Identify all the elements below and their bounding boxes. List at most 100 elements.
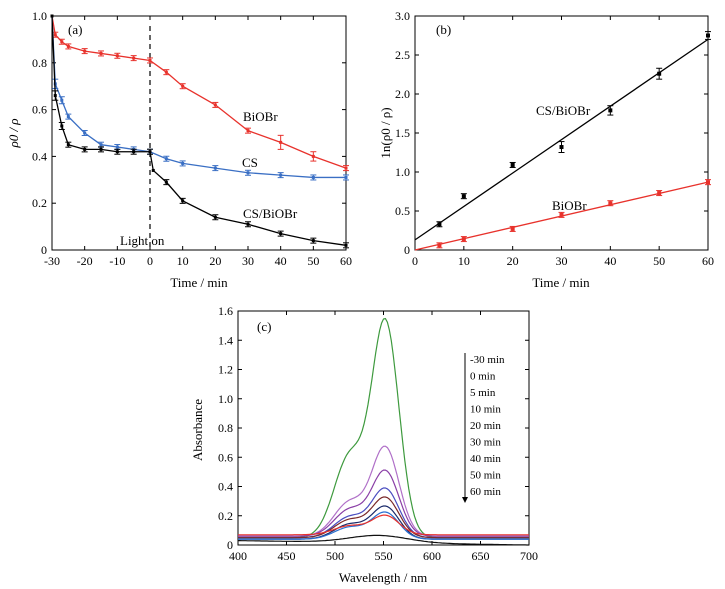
panel-a: (a) -30 -20 -10 0 10 20 30 40 50 60 0 0.2 0.4 0.6 0.8… — [6, 9, 352, 290]
x-tick-label: 700 — [520, 549, 538, 563]
x-tick-label: 0 — [147, 254, 153, 268]
series-line-cs — [51, 15, 346, 179]
x-tick-label: 550 — [375, 549, 393, 563]
y-tick-label: 1.0 — [218, 392, 233, 406]
y-tick-label: 0.2 — [218, 509, 233, 523]
data-point-cs-biobr — [50, 14, 54, 18]
data-point-cs-biobr — [181, 199, 185, 203]
x-tick-label: 500 — [326, 549, 344, 563]
data-point-biobr — [246, 129, 250, 133]
data-point-cs-biobr — [53, 94, 57, 98]
data-point-cs — [344, 175, 348, 179]
data-point-biobr — [132, 56, 136, 60]
data-point-cs-biobr — [151, 168, 155, 172]
y-tick-label: 0 — [41, 243, 47, 257]
data-point-biobr — [510, 226, 515, 231]
y-tick-label: 0.5 — [395, 204, 410, 218]
x-tick-label: 10 — [177, 254, 189, 268]
data-point-cs — [246, 171, 250, 175]
x-tick-label: 0 — [412, 254, 418, 268]
data-point-cs-biobr — [608, 108, 613, 113]
data-point-biobr — [213, 103, 217, 107]
data-point-cs-biobr — [437, 222, 442, 227]
spectrum-5-min — [238, 469, 529, 537]
data-point-cs-biobr — [115, 150, 119, 154]
panel-a-yticks: 0 0.2 0.4 0.6 0.8 1.0 — [32, 9, 346, 257]
x-tick-label: -30 — [44, 254, 60, 268]
panel-c-xticks: 400 450 500 550 600 650 700 — [229, 311, 538, 563]
data-point-biobr — [437, 243, 442, 248]
y-tick-label: 1.4 — [218, 333, 233, 347]
panel-c-series — [238, 317, 529, 546]
data-point-cs-biobr — [164, 180, 168, 184]
panel-c-xlabel: Wavelength / nm — [339, 570, 428, 585]
data-point-biobr — [53, 33, 57, 37]
x-tick-label: -20 — [77, 254, 93, 268]
panel-c: (c) 400 450 500 550 600 650 700 0 0.2 0.4 0.6 0.8 1… — [190, 304, 538, 585]
data-point-cs-biobr — [66, 143, 70, 147]
panel-c-legend: -30 min 0 min 5 min 10 min 20 min 30 min 40 mi… — [462, 353, 505, 503]
panel-a-series — [50, 14, 349, 250]
y-tick-label: 1.6 — [218, 304, 233, 318]
data-point-biobr — [344, 166, 348, 170]
legend-entry: 40 min — [470, 453, 501, 465]
y-tick-label: 0.8 — [218, 421, 233, 435]
data-point-biobr — [706, 180, 710, 185]
x-tick-label: 30 — [556, 254, 568, 268]
data-point-cs-biobr — [510, 162, 515, 167]
data-point-cs-biobr — [246, 222, 250, 226]
data-point-cs-biobr — [344, 243, 348, 247]
x-tick-label: 60 — [340, 254, 352, 268]
data-point-biobr — [279, 140, 283, 144]
data-point-biobr — [148, 58, 152, 62]
legend-entry: 60 min — [470, 486, 501, 498]
y-tick-label: 1.2 — [218, 363, 233, 377]
data-point-cs — [311, 175, 315, 179]
label-cs-biobr: CS/BiOBr — [243, 206, 298, 221]
spectrum-30-min — [238, 505, 529, 540]
y-tick-label: 0.4 — [218, 480, 233, 494]
y-tick-label: 1.0 — [32, 9, 47, 23]
data-point-biobr — [311, 154, 315, 158]
series-line-cs-biobr — [51, 15, 347, 246]
legend-entry: 0 min — [470, 371, 496, 383]
y-tick-label: 2.5 — [395, 48, 410, 62]
x-tick-label: -10 — [109, 254, 125, 268]
data-point-biobr — [657, 191, 662, 196]
y-tick-label: 0.6 — [218, 450, 233, 464]
data-point-cs-biobr — [132, 150, 136, 154]
x-tick-label: 20 — [507, 254, 519, 268]
x-tick-label: 400 — [229, 549, 247, 563]
data-point-cs-biobr — [99, 147, 103, 151]
data-point-cs — [99, 143, 103, 147]
y-tick-label: 0.8 — [32, 56, 47, 70]
panel-c-label: (c) — [257, 319, 271, 334]
panel-b-ylabel: 1n(ρ0 / ρ) — [378, 107, 393, 158]
data-point-cs — [213, 166, 217, 170]
data-point-cs — [115, 145, 119, 149]
data-point-cs-biobr — [279, 232, 283, 236]
data-point-cs-biobr — [706, 33, 710, 38]
data-point-cs — [164, 157, 168, 161]
y-tick-label: 0.4 — [32, 149, 47, 163]
data-point-biobr — [66, 44, 70, 48]
spectrum-50-min — [238, 514, 529, 536]
legend-entry: 20 min — [470, 420, 501, 432]
legend-arrow-head — [462, 497, 468, 503]
data-point-biobr — [181, 84, 185, 88]
spectrum-40-min — [238, 511, 529, 540]
x-tick-label: 600 — [423, 549, 441, 563]
data-point-cs-biobr — [60, 124, 64, 128]
legend-entry: 50 min — [470, 470, 501, 482]
legend-entry: 10 min — [470, 404, 501, 416]
panel-b-xlabel: Time / min — [532, 275, 590, 290]
y-tick-label: 2.0 — [395, 87, 410, 101]
x-tick-label: 50 — [307, 254, 319, 268]
data-point-cs-biobr — [311, 239, 315, 243]
data-point-cs-biobr — [657, 71, 662, 76]
data-point-cs — [66, 115, 70, 119]
x-tick-label: 40 — [604, 254, 616, 268]
legend-entry: -30 min — [470, 354, 505, 366]
panel-c-ylabel: Absorbance — [190, 399, 205, 461]
panel-a-ylabel: ρ0 / ρ — [6, 118, 21, 148]
